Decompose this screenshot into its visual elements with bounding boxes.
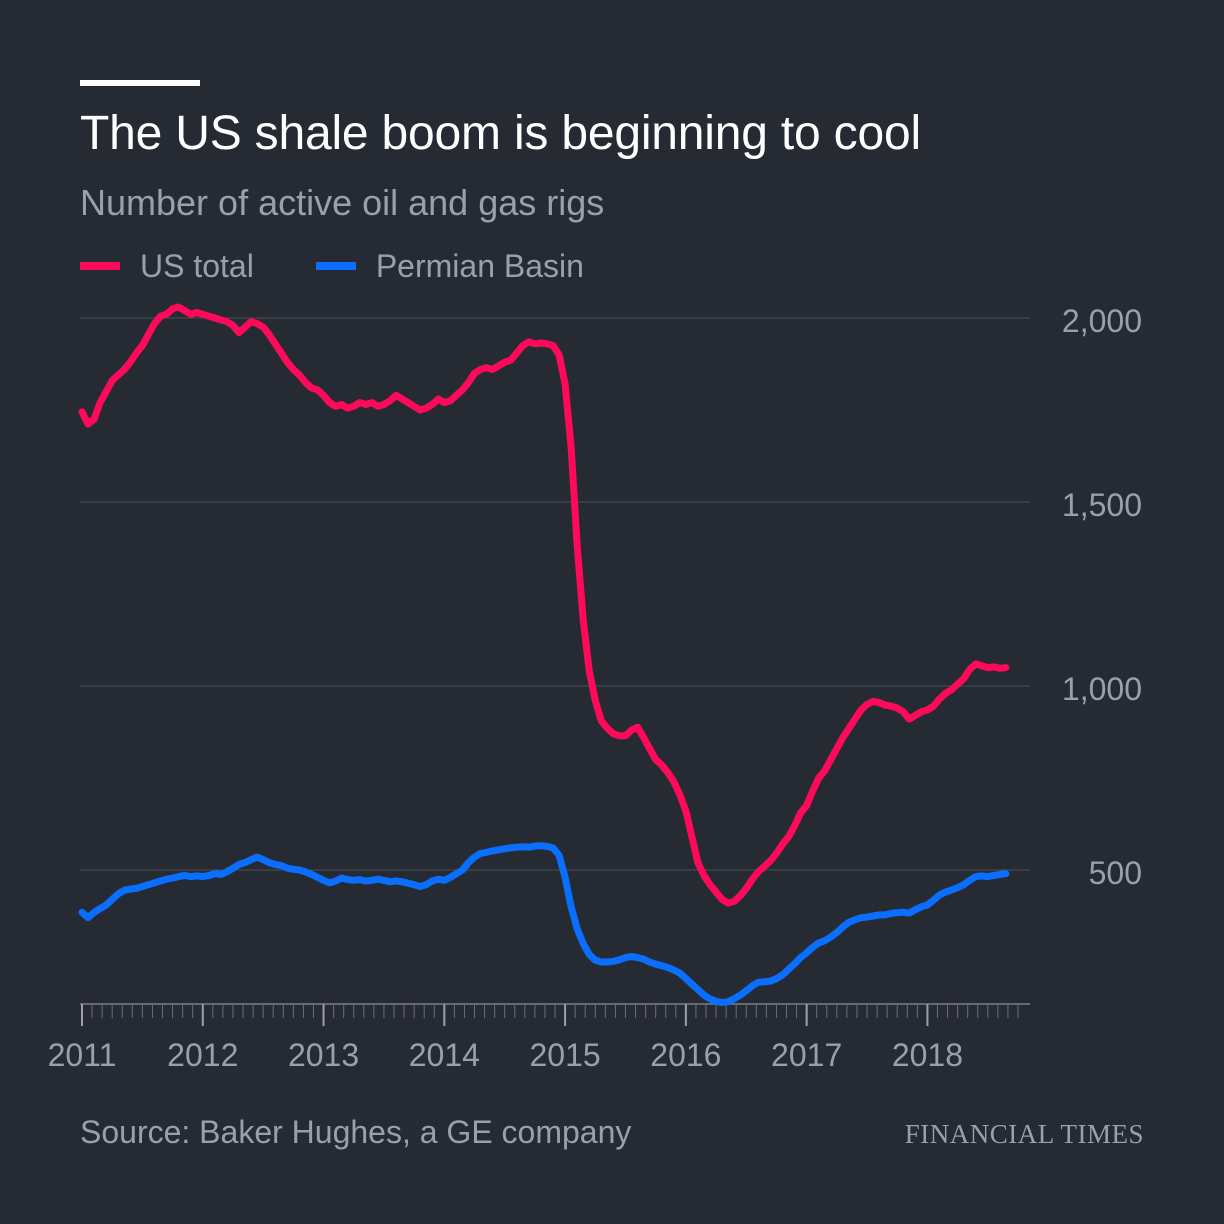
legend-item-permian: Permian Basin <box>315 246 584 286</box>
legend-label-permian: Permian Basin <box>375 248 584 284</box>
x-tick-label-2015: 2015 <box>530 1037 601 1073</box>
legend-label-us-total: US total <box>140 248 254 284</box>
chart-legend: US total Permian Basin <box>80 246 646 286</box>
y-tick-label-1000: 1,000 <box>1062 671 1142 707</box>
y-tick-label-1500: 1,500 <box>1062 487 1142 523</box>
series-line-permian-basin <box>78 842 1010 1006</box>
financial-times-logo: FINANCIAL TIMES <box>904 1119 1144 1149</box>
legend-item-us-total: US total <box>80 246 254 286</box>
title-accent-bar <box>80 80 200 86</box>
x-tick-label-2017: 2017 <box>771 1037 842 1073</box>
legend-swatch-permian <box>315 262 356 270</box>
chart-subtitle: Number of active oil and gas rigs <box>80 182 605 223</box>
x-tick-label-2014: 2014 <box>409 1037 480 1073</box>
x-tick-label-2018: 2018 <box>892 1037 963 1073</box>
x-tick-label-2013: 2013 <box>288 1037 359 1073</box>
y-tick-label-500: 500 <box>1089 855 1142 891</box>
x-tick-label-2012: 2012 <box>167 1037 238 1073</box>
legend-swatch-us-total <box>80 262 120 270</box>
x-tick-label-2016: 2016 <box>650 1037 721 1073</box>
chart-title: The US shale boom is beginning to cool <box>80 107 921 160</box>
source-note: Source: Baker Hughes, a GE company <box>80 1114 632 1150</box>
y-tick-label-2000: 2,000 <box>1062 303 1142 339</box>
x-tick-label-2011: 2011 <box>48 1037 117 1073</box>
series-line-us-total <box>78 303 1010 907</box>
